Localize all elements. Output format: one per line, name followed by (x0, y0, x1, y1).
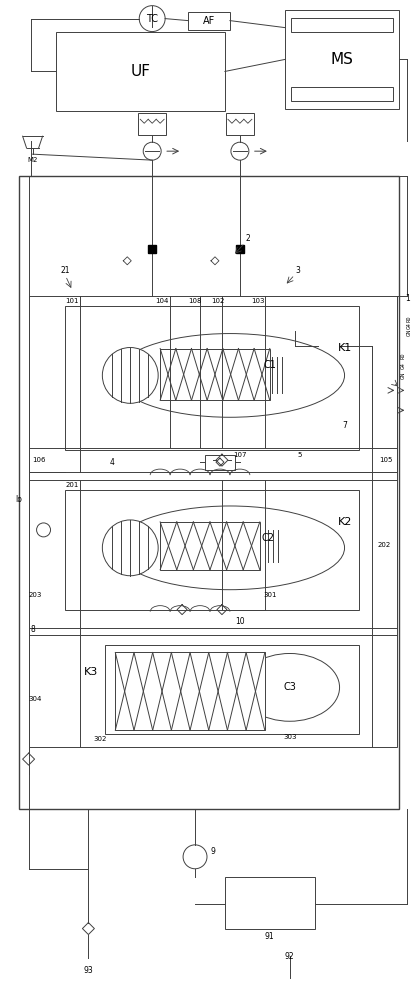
Bar (29, 480, 397, 628)
Bar (188, 12, 230, 30)
Bar (115, 652, 265, 730)
Circle shape (139, 6, 165, 32)
Text: 102: 102 (211, 298, 225, 304)
FancyBboxPatch shape (314, 317, 376, 379)
Ellipse shape (115, 506, 344, 590)
Text: 93: 93 (84, 966, 93, 975)
Text: 101: 101 (66, 298, 79, 304)
Text: C3: C3 (283, 682, 296, 692)
Text: MS: MS (331, 52, 354, 67)
Text: UF: UF (130, 64, 150, 79)
Text: 91: 91 (265, 932, 275, 941)
Text: 104: 104 (156, 298, 169, 304)
Text: 5: 5 (297, 452, 302, 458)
Text: G4: G4 (407, 322, 412, 329)
Text: K1: K1 (338, 343, 352, 353)
Text: 21: 21 (61, 266, 70, 275)
Bar (29, 635, 397, 747)
Bar (232, 209, 248, 223)
Text: 201: 201 (66, 482, 79, 488)
Text: C1: C1 (263, 360, 276, 370)
Text: G4: G4 (401, 362, 406, 369)
Text: 107: 107 (233, 452, 247, 458)
Text: 9: 9 (210, 847, 215, 856)
Circle shape (102, 348, 158, 403)
Text: 3: 3 (295, 266, 300, 275)
Text: 7: 7 (342, 421, 347, 430)
Polygon shape (236, 245, 244, 253)
Bar (160, 522, 260, 570)
Bar (285, 10, 399, 109)
Text: lo: lo (16, 495, 22, 504)
Bar (65, 306, 359, 450)
Bar (140, 187, 164, 201)
Text: 103: 103 (251, 298, 265, 304)
Bar (144, 209, 160, 223)
Text: GN: GN (407, 329, 412, 336)
Circle shape (143, 142, 161, 160)
Circle shape (102, 520, 158, 576)
Bar (235, 231, 245, 239)
Text: M2: M2 (27, 157, 38, 163)
Bar (291, 87, 394, 101)
Text: 303: 303 (283, 734, 297, 740)
Bar (55, 32, 225, 111)
Bar (29, 296, 397, 472)
Bar (225, 877, 314, 929)
Text: 106: 106 (32, 457, 46, 463)
Circle shape (183, 845, 207, 869)
Text: K2: K2 (338, 517, 352, 527)
Ellipse shape (240, 653, 339, 721)
Bar (138, 113, 166, 135)
Bar (291, 18, 394, 32)
Text: 203: 203 (29, 592, 42, 598)
Text: R0: R0 (407, 315, 412, 322)
Bar (212, 455, 232, 465)
Text: 10: 10 (235, 617, 245, 626)
Text: 92: 92 (285, 952, 295, 961)
Bar (205, 455, 235, 470)
Bar (19, 176, 399, 809)
Polygon shape (148, 245, 156, 253)
FancyBboxPatch shape (314, 491, 376, 554)
Bar (147, 231, 157, 239)
Text: 2: 2 (245, 234, 250, 243)
Text: 302: 302 (94, 736, 107, 742)
Bar (105, 645, 359, 734)
Bar (65, 490, 359, 610)
Text: C2: C2 (261, 533, 274, 543)
Text: TC: TC (146, 14, 158, 24)
Circle shape (37, 523, 50, 537)
Text: 8: 8 (30, 625, 35, 634)
Text: 301: 301 (263, 592, 277, 598)
Bar (228, 187, 252, 201)
Text: 105: 105 (379, 457, 393, 463)
Bar (160, 349, 270, 400)
FancyBboxPatch shape (62, 644, 121, 701)
Text: 202: 202 (378, 542, 391, 548)
Text: 4: 4 (110, 458, 115, 467)
Text: R0: R0 (401, 352, 406, 359)
Bar (226, 113, 254, 135)
Circle shape (231, 142, 249, 160)
Text: K3: K3 (84, 667, 99, 677)
Text: 108: 108 (188, 298, 202, 304)
Text: 1: 1 (405, 294, 410, 303)
Text: AF: AF (203, 16, 215, 26)
Text: GN: GN (401, 372, 406, 379)
Text: 304: 304 (29, 696, 42, 702)
Ellipse shape (115, 334, 344, 417)
